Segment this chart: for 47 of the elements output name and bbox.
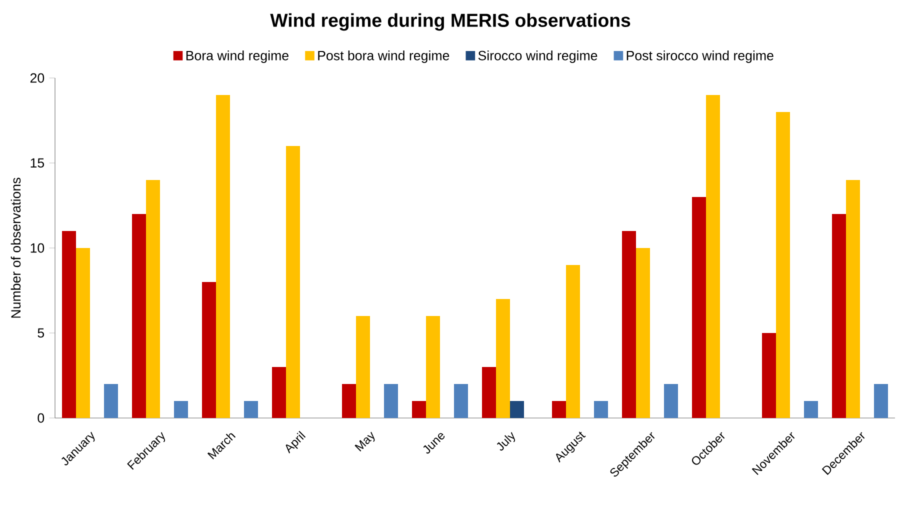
x-tick-label: May: [354, 432, 375, 452]
y-axis-title: Number of observations: [10, 178, 21, 318]
bar: [706, 94, 720, 418]
bar: [510, 400, 524, 418]
bar: [622, 230, 636, 418]
bar: [146, 180, 160, 418]
chart-title: Wind regime during MERIS observations: [270, 13, 630, 31]
legend-label: Post sirocco wind regime: [626, 50, 774, 63]
bar: [216, 94, 230, 418]
bar: [356, 316, 370, 418]
bar: [412, 400, 426, 418]
bar: [104, 384, 118, 418]
bar: [552, 400, 566, 418]
legend-label: Sirocco wind regime: [478, 50, 598, 63]
bar: [664, 384, 678, 418]
legend-label: Bora wind regime: [186, 50, 288, 63]
bar: [482, 366, 496, 418]
bar: [272, 366, 286, 418]
bar: [76, 248, 90, 418]
y-tick-label: 20: [30, 73, 44, 83]
bar: [384, 384, 398, 418]
y-tick-label: 5: [38, 328, 44, 338]
bar: [286, 146, 300, 418]
bar: [846, 180, 860, 418]
bar: [636, 248, 650, 418]
bar: [762, 332, 776, 418]
bar: [692, 196, 706, 418]
bar: [566, 264, 580, 418]
bar: [832, 214, 846, 418]
bar: [244, 400, 258, 418]
y-tick-label: 15: [30, 158, 44, 168]
bar: [342, 384, 356, 418]
bar: [804, 400, 818, 418]
bar: [174, 400, 188, 418]
bar: [496, 298, 510, 418]
bar: [874, 384, 888, 418]
bar: [202, 282, 216, 418]
bar: [594, 400, 608, 418]
x-tick-label: July: [496, 432, 516, 451]
bar: [132, 214, 146, 418]
y-tick-label: 0: [38, 413, 44, 423]
bar: [776, 112, 790, 418]
y-tick-label: 10: [30, 243, 44, 253]
bar: [454, 384, 468, 418]
legend-label: Post bora wind regime: [318, 50, 450, 63]
bar: [426, 316, 440, 418]
bar: [62, 230, 76, 418]
